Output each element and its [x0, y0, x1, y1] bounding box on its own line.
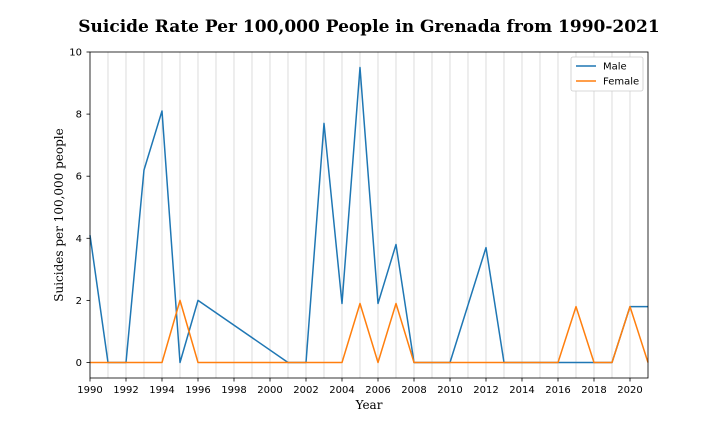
y-tick-label: 0 [76, 358, 82, 369]
y-tick-label: 10 [69, 48, 82, 59]
grid [89, 52, 649, 378]
x-tick-label: 2002 [293, 385, 318, 396]
x-tick-label: 1990 [77, 385, 102, 396]
y-tick-label: 2 [76, 296, 82, 307]
legend: Male Female [570, 56, 644, 92]
legend-label-female: Female [603, 77, 639, 88]
y-axis-label: Suicides per 100,000 people [52, 128, 66, 302]
x-tick-label: 2004 [329, 385, 354, 396]
x-tick-label: 2016 [545, 385, 570, 396]
x-tick-label: 1992 [113, 385, 138, 396]
x-tick-label: 1994 [149, 385, 174, 396]
x-axis-label: Year [355, 398, 383, 412]
x-axis: 1990 1992 1994 1996 1998 2000 2002 2004 2006 2008… [77, 378, 643, 396]
x-tick-label: 1998 [221, 385, 246, 396]
legend-label-male: Male [603, 62, 627, 73]
x-tick-label: 1996 [185, 385, 210, 396]
y-axis: 0 2 4 6 8 10 [69, 48, 90, 369]
x-tick-label: 2014 [509, 385, 534, 396]
x-tick-label: 2008 [401, 385, 426, 396]
plot-frame [89, 51, 649, 379]
x-tick-label: 2020 [617, 385, 642, 396]
x-tick-label: 2018 [581, 385, 606, 396]
y-tick-label: 8 [76, 110, 82, 121]
series-line-female [90, 299, 649, 364]
y-tick-label: 4 [76, 234, 82, 245]
y-tick-label: 6 [76, 172, 82, 183]
x-tick-label: 2010 [437, 385, 462, 396]
series-line-male [89, 66, 648, 364]
x-tick-label: 2012 [473, 385, 498, 396]
x-tick-label: 2006 [365, 385, 390, 396]
series-lines [89, 66, 649, 364]
chart-title: Suicide Rate Per 100,000 People in Grena… [78, 17, 659, 37]
x-tick-label: 2000 [257, 385, 282, 396]
